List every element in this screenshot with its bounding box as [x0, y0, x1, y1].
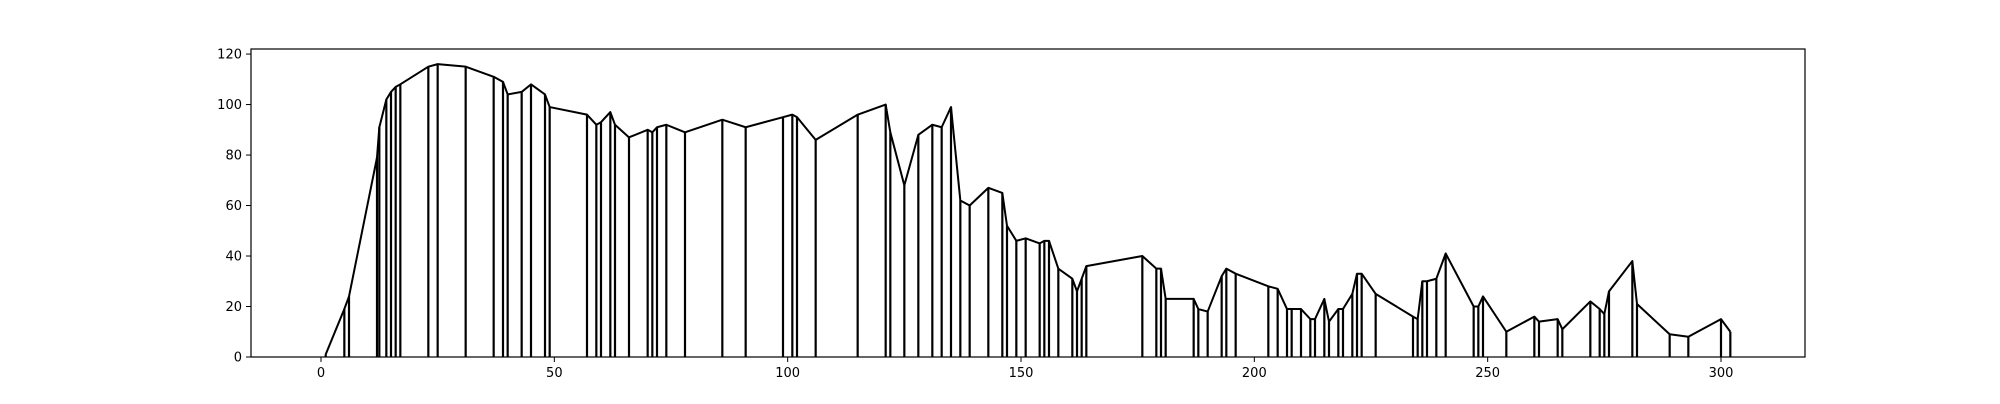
x-tick-label: 100	[775, 366, 800, 381]
x-tick-label: 200	[1242, 366, 1267, 381]
y-tick-label: 20	[225, 300, 242, 315]
y-tick-label: 40	[225, 250, 242, 265]
x-tick-label: 50	[546, 366, 563, 381]
series-group	[324, 63, 1732, 355]
x-tick-label: 150	[1009, 366, 1034, 381]
y-tick-label: 100	[217, 98, 242, 113]
x-tick-label: 0	[317, 366, 325, 381]
y-tick-label: 60	[225, 199, 242, 214]
y-tick-label: 0	[234, 351, 242, 366]
series-line	[324, 63, 1732, 355]
x-tick-label: 250	[1475, 366, 1500, 381]
x-tick-label: 300	[1709, 366, 1734, 381]
y-tick-label: 80	[225, 149, 242, 164]
tick-group: 0 50 100 150 200 250 300 0 20 40 60 80 100 120	[217, 48, 1733, 381]
stem-group	[324, 64, 1732, 357]
y-tick-label: 120	[217, 48, 242, 63]
axes	[250, 48, 1806, 358]
plot-frame	[250, 48, 1806, 358]
